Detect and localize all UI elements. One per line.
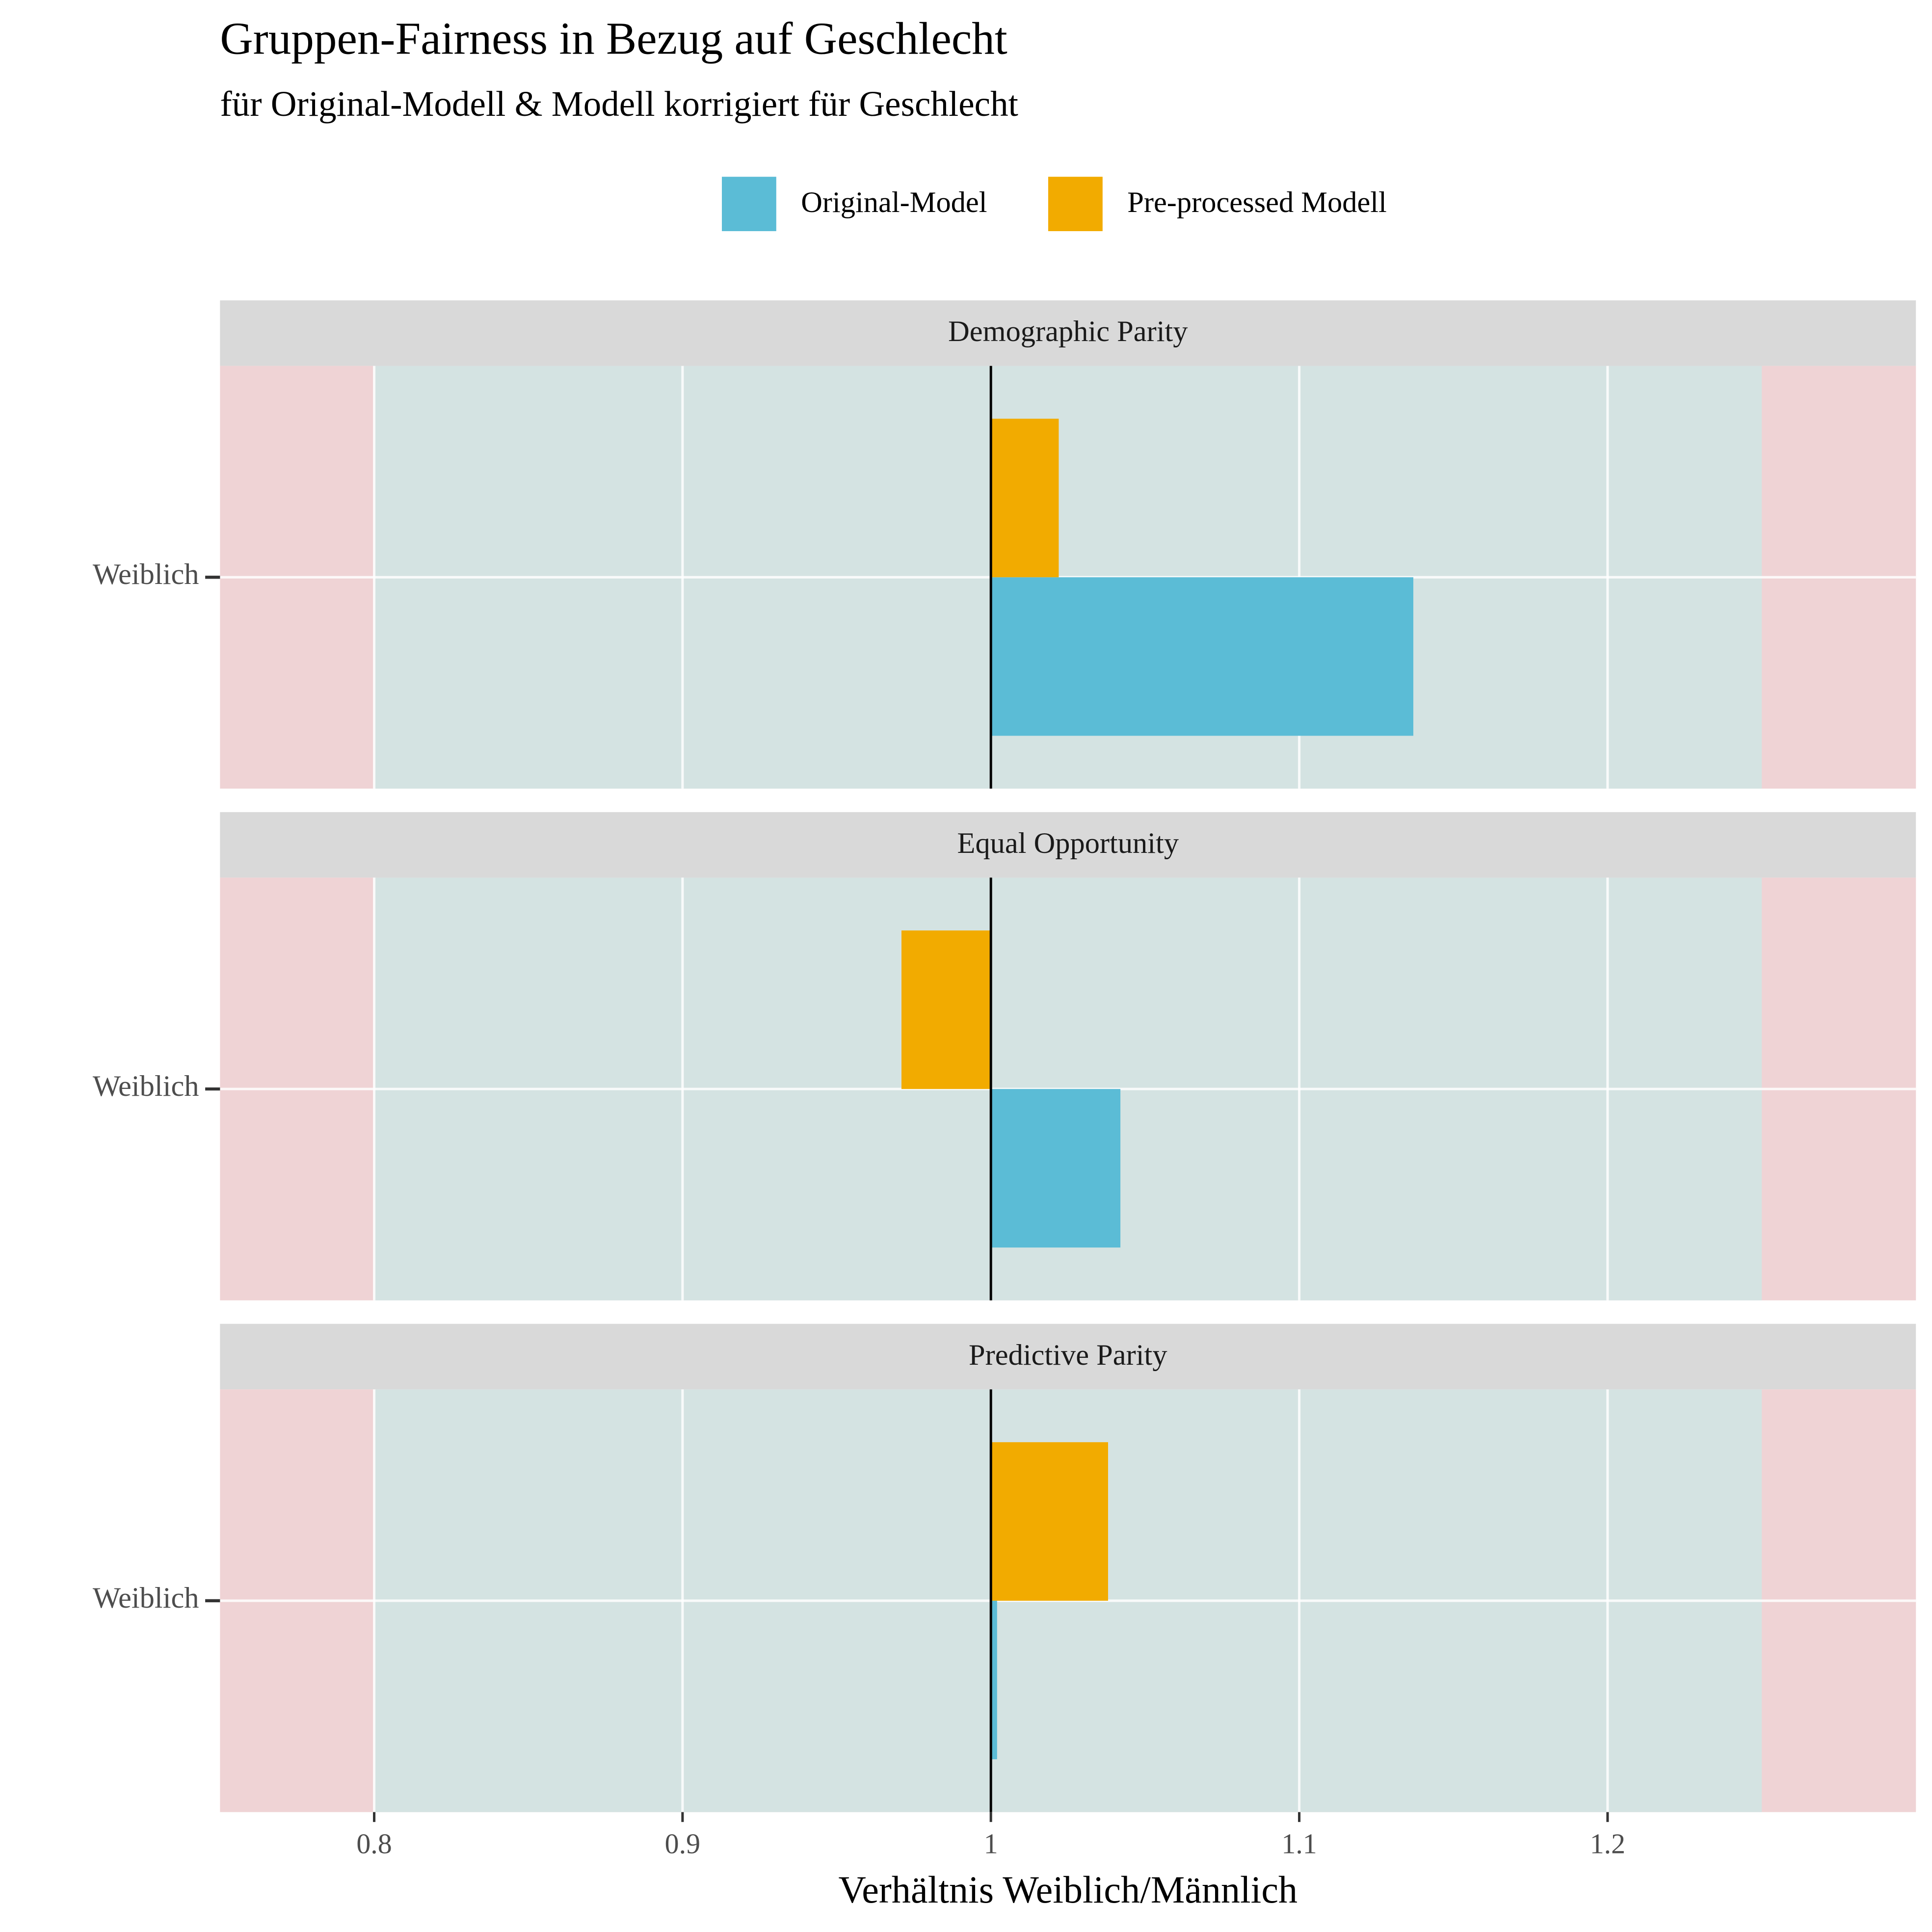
x-tick-label: 0.8 xyxy=(356,1827,392,1859)
legend-key xyxy=(1048,177,1103,232)
bar xyxy=(991,1600,997,1759)
strip xyxy=(220,812,1916,878)
bar xyxy=(991,1442,1108,1601)
x-axis-title: Verhältnis Weiblich/Männlich xyxy=(839,1868,1298,1911)
bar xyxy=(901,930,991,1089)
x-tick-label: 1.1 xyxy=(1281,1827,1317,1859)
strip xyxy=(220,1323,1916,1390)
y-tick-label: Weiblich xyxy=(93,558,199,591)
y-tick-label: Weiblich xyxy=(93,1582,199,1614)
x-tick-label: 1 xyxy=(984,1827,998,1859)
bar xyxy=(991,419,1059,578)
bar xyxy=(991,577,1414,736)
x-tick-label: 1.2 xyxy=(1590,1827,1625,1859)
x-tick-label: 0.9 xyxy=(665,1827,700,1859)
strip-label: Demographic Parity xyxy=(948,315,1188,348)
legend-key xyxy=(722,177,776,232)
strip-label: Equal Opportunity xyxy=(957,827,1179,860)
chart-title: Gruppen-Fairness in Bezug auf Geschlecht xyxy=(220,14,1007,64)
legend-label: Pre-processed Modell xyxy=(1127,186,1387,219)
y-tick-label: Weiblich xyxy=(93,1070,199,1103)
bar xyxy=(991,1089,1121,1248)
chart-subtitle: für Original-Modell & Modell korrigiert … xyxy=(220,84,1018,124)
legend-label: Original-Model xyxy=(801,186,987,219)
strip xyxy=(220,300,1916,366)
strip-label: Predictive Parity xyxy=(969,1339,1167,1372)
